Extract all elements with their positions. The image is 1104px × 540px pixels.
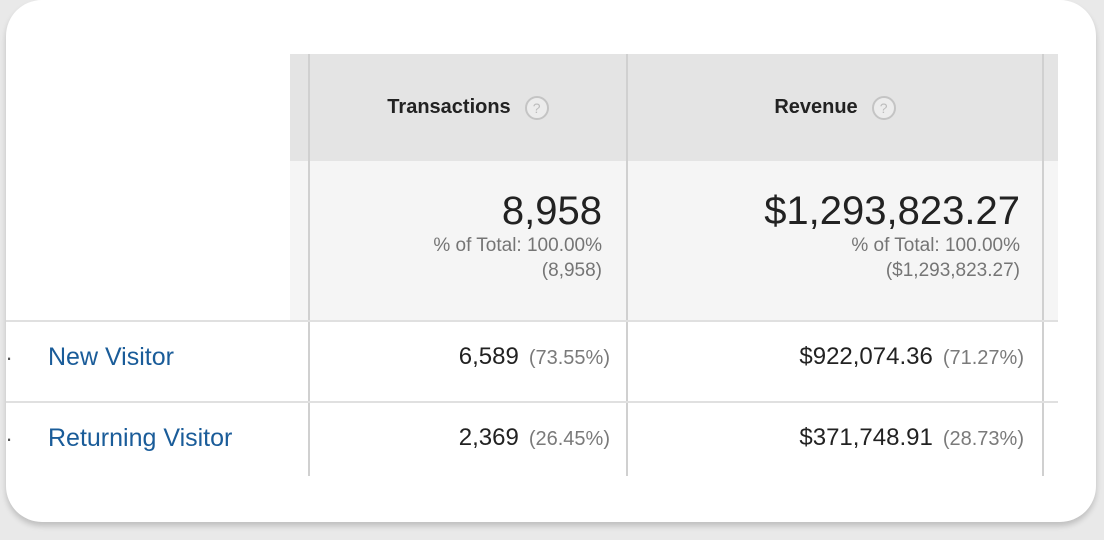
row-divider xyxy=(6,320,1058,322)
header-background xyxy=(290,54,1058,161)
total-value: $1,293,823.27 xyxy=(764,189,1020,233)
total-percent-label: % of Total: 100.00% xyxy=(433,235,602,256)
cell-value: 6,589 xyxy=(458,343,519,370)
column-divider xyxy=(1042,54,1044,476)
total-transactions: 8,958 % of Total: 100.00% (8,958) xyxy=(310,161,602,321)
row-marker: . xyxy=(6,421,13,446)
help-icon[interactable]: ? xyxy=(524,95,549,120)
column-header-revenue[interactable]: Revenue ? xyxy=(628,54,1042,161)
total-value: 8,958 xyxy=(501,189,602,233)
row-divider xyxy=(6,401,1058,403)
cell-percent: (26.45%) xyxy=(528,428,610,450)
cell-value: 2,369 xyxy=(458,424,519,451)
total-revenue: $1,293,823.27 % of Total: 100.00% ($1,29… xyxy=(628,161,1020,321)
cell-value: $371,748.91 xyxy=(799,424,933,451)
table-cell: 6,589 (73.55%) xyxy=(310,343,610,371)
column-header-label: Transactions xyxy=(387,96,511,118)
column-divider xyxy=(626,54,628,476)
column-header-label: Revenue xyxy=(774,96,858,118)
cell-percent: (28.73%) xyxy=(942,428,1024,450)
cell-value: $922,074.36 xyxy=(799,343,933,370)
help-icon[interactable]: ? xyxy=(871,95,896,120)
row-label-new-visitor[interactable]: New Visitor xyxy=(48,343,174,371)
column-header-transactions[interactable]: Transactions ? xyxy=(310,54,626,161)
table-cell: $922,074.36 (71.27%) xyxy=(628,343,1024,371)
column-divider xyxy=(308,54,310,476)
total-absolute: ($1,293,823.27) xyxy=(885,260,1020,281)
report-table-card: Transactions ? Revenue ? 8,958 % of Tota… xyxy=(6,0,1096,522)
row-label-returning-visitor[interactable]: Returning Visitor xyxy=(48,424,233,452)
total-absolute: (8,958) xyxy=(541,260,602,281)
cell-percent: (71.27%) xyxy=(942,347,1024,369)
table-cell: $371,748.91 (28.73%) xyxy=(628,424,1024,452)
totals-background xyxy=(290,161,1058,321)
row-marker: . xyxy=(6,340,13,365)
cell-percent: (73.55%) xyxy=(528,347,610,369)
total-percent-label: % of Total: 100.00% xyxy=(851,235,1020,256)
table-cell: 2,369 (26.45%) xyxy=(310,424,610,452)
